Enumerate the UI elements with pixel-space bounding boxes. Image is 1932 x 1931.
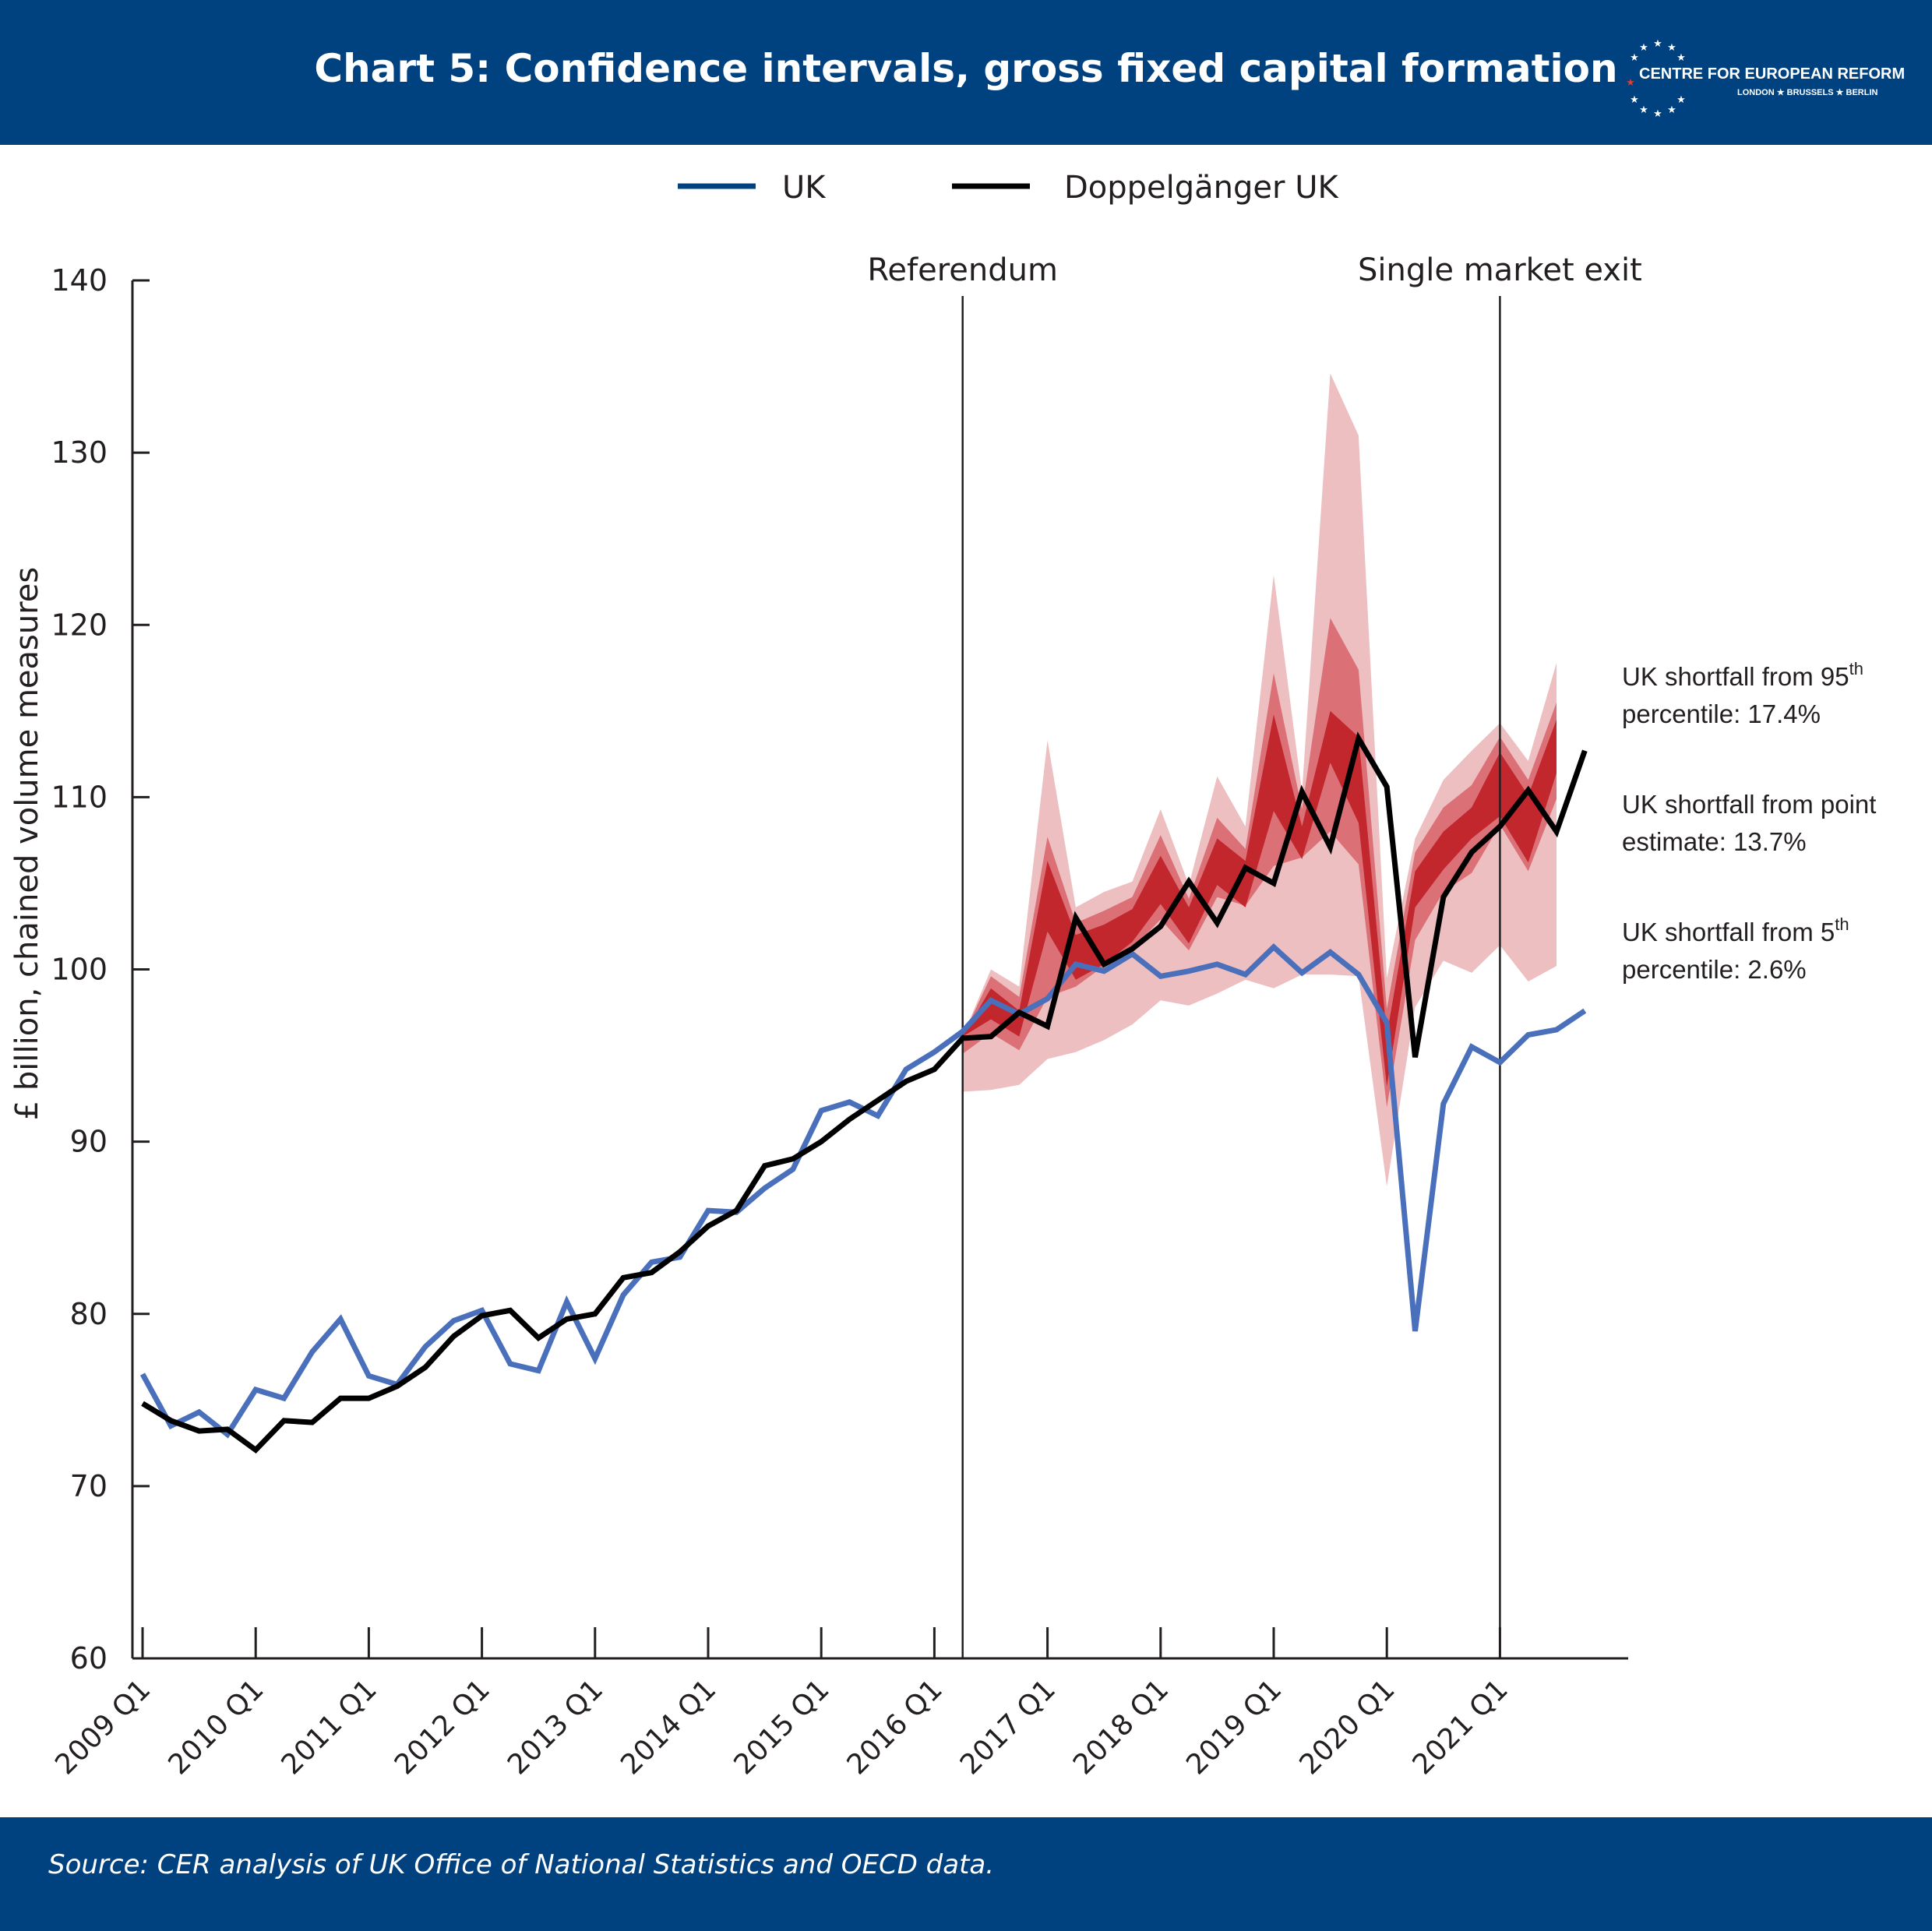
y-tick-label: 90 — [70, 1125, 108, 1159]
event-label: Referendum — [867, 252, 1058, 288]
svg-text:★: ★ — [1667, 42, 1676, 54]
chart-header — [0, 0, 1932, 145]
annotation-line: estimate: 13.7% — [1622, 827, 1807, 856]
annotation-line: UK shortfall from 95th — [1622, 659, 1863, 691]
chart-title: Chart 5: Confidence intervals, gross fix… — [314, 46, 1618, 91]
cer-logo: ★ ★★ ★★ ★★ ★ ★★ ★ — [1626, 38, 1686, 120]
x-tick-label: 2011 Q1 — [276, 1673, 383, 1781]
logo-name: CENTRE FOR EUROPEAN REFORM — [1639, 65, 1906, 83]
logo-cities: LONDON ★ BRUSSELS ★ BERLIN — [1737, 88, 1878, 97]
x-tick-label: 2018 Q1 — [1067, 1673, 1175, 1781]
legend-label-doppelganger: Doppelgänger UK — [1064, 170, 1339, 206]
y-tick-label: 110 — [51, 780, 108, 814]
legend-label-uk: UK — [782, 170, 827, 206]
source-note: Source: CER analysis of UK Office of Nat… — [48, 1849, 995, 1880]
y-tick-label: 70 — [70, 1469, 108, 1503]
x-tick-label: 2019 Q1 — [1180, 1673, 1288, 1781]
svg-text:★: ★ — [1626, 77, 1635, 89]
y-tick-label: 120 — [51, 608, 108, 642]
svg-text:★: ★ — [1653, 38, 1662, 50]
x-tick-label: 2009 Q1 — [49, 1673, 157, 1781]
confidence-bands — [962, 373, 1557, 1187]
x-tick-label: 2020 Q1 — [1293, 1673, 1401, 1781]
svg-text:★: ★ — [1653, 108, 1662, 120]
annotation-line: UK shortfall from 5th — [1622, 914, 1849, 946]
y-tick-label: 60 — [70, 1641, 108, 1676]
x-tick-label: 2012 Q1 — [389, 1673, 496, 1781]
annotation-line: percentile: 2.6% — [1622, 955, 1807, 984]
annotation-line: UK shortfall from point — [1622, 790, 1876, 819]
y-tick-label: 100 — [51, 953, 108, 987]
svg-text:★: ★ — [1676, 94, 1686, 106]
svg-text:★: ★ — [1639, 104, 1648, 116]
x-tick-label: 2015 Q1 — [728, 1673, 835, 1781]
x-tick-label: 2016 Q1 — [841, 1673, 949, 1781]
y-tick-label: 140 — [51, 263, 108, 298]
svg-text:★: ★ — [1676, 52, 1686, 64]
footer — [0, 1817, 1932, 1931]
annotation-line: percentile: 17.4% — [1622, 699, 1821, 728]
series-lines — [139, 731, 1588, 1454]
band-20-80 — [962, 618, 1557, 1108]
y-tick-label: 80 — [70, 1297, 108, 1331]
x-tick-label: 2014 Q1 — [615, 1673, 722, 1781]
svg-text:★: ★ — [1630, 52, 1639, 64]
x-tick-label: 2017 Q1 — [954, 1673, 1062, 1781]
event-label: Single market exit — [1358, 252, 1642, 288]
x-tick-label: 2013 Q1 — [502, 1673, 609, 1781]
event-markers: Referendum Single market exit — [867, 252, 1642, 1658]
svg-text:★: ★ — [1630, 94, 1639, 106]
legend: UK Doppelgänger UK — [678, 170, 1339, 206]
y-tick-label: 130 — [51, 435, 108, 470]
x-tick-label: 2021 Q1 — [1407, 1673, 1514, 1781]
svg-text:★: ★ — [1667, 104, 1676, 116]
annotations: UK shortfall from 95th percentile: 17.4% U… — [1622, 659, 1876, 984]
series-line-doppelganger — [141, 731, 1588, 1454]
logo-star-ring: ★ ★★ ★★ ★★ ★ ★★ ★ — [1626, 38, 1686, 120]
x-tick-label: 2010 Q1 — [162, 1673, 270, 1781]
svg-text:★: ★ — [1639, 42, 1648, 54]
y-axis-label: £ billion, chained volume measures — [9, 567, 45, 1121]
